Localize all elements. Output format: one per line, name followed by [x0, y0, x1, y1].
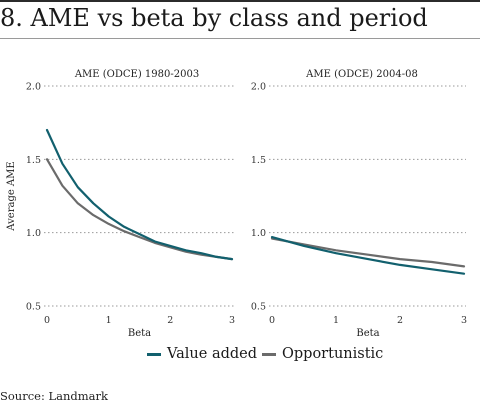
panel-title-1: AME (ODCE) 1980-2003: [74, 69, 199, 80]
top-border: [0, 0, 480, 2]
x-tick-label: 3: [461, 315, 467, 326]
legend-swatch-value-added: [147, 352, 161, 356]
legend: Value added Opportunistic: [0, 346, 480, 368]
x-tick-label: 2: [397, 315, 403, 326]
y-tick-label: 0.5: [26, 302, 41, 313]
y-tick-label: 1.0: [251, 228, 266, 239]
x-tick-label: 3: [229, 315, 235, 326]
y-tick-label: 1.5: [26, 155, 41, 166]
x-tick-label: 0: [269, 315, 275, 326]
legend-item-opportunistic: Opportunistic: [262, 346, 383, 362]
x-tick-label: 1: [106, 315, 112, 326]
source-note: Source: Landmark: [0, 389, 108, 403]
y-tick-label: 0.5: [251, 302, 266, 313]
x-tick-label: 2: [167, 315, 173, 326]
series-line-value-added-panel-2: [270, 236, 466, 275]
series-line-opportunistic-panel-1: [45, 158, 234, 261]
x-tick-label: 1: [333, 315, 339, 326]
series-line-value-added-panel-1: [45, 128, 234, 261]
legend-label-opportunistic: Opportunistic: [282, 346, 384, 362]
y-tick-label: 2.0: [251, 82, 266, 93]
x-tick-label: 0: [44, 315, 50, 326]
panel-title-2: AME (ODCE) 2004-08: [305, 69, 418, 80]
legend-swatch-opportunistic: [262, 352, 276, 356]
y-tick-label: 2.0: [26, 82, 41, 93]
y-tick-label: 1.5: [251, 155, 266, 166]
page-title: 8. AME vs beta by class and period: [0, 4, 428, 32]
y-tick-label: 1.0: [26, 228, 41, 239]
y-axis-label: Average AME: [6, 161, 17, 231]
series-line-opportunistic-panel-2: [270, 237, 466, 268]
x-axis-label-1: Beta: [128, 328, 151, 339]
legend-item-value-added: Value added: [147, 346, 257, 362]
legend-label-value-added: Value added: [167, 346, 258, 362]
title-divider: [0, 38, 480, 39]
x-axis-label-2: Beta: [356, 328, 379, 339]
